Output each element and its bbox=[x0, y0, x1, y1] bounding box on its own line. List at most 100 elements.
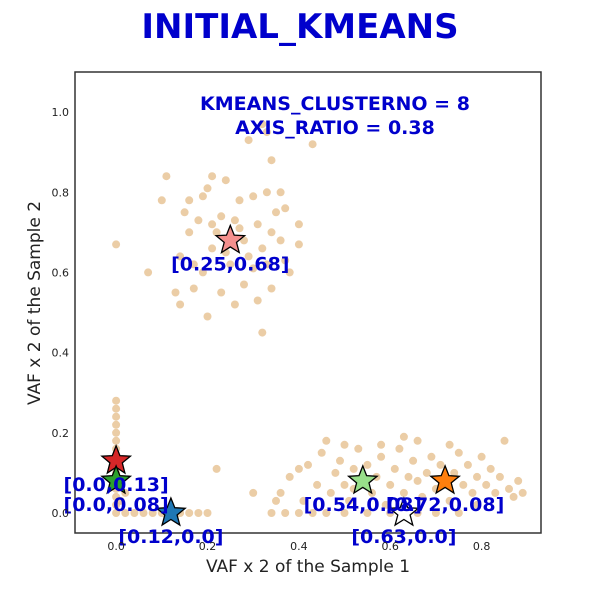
y-tick-label: 0.0 bbox=[52, 507, 70, 520]
data-point bbox=[294, 220, 303, 229]
data-point bbox=[185, 228, 194, 237]
data-point bbox=[377, 440, 386, 449]
data-point bbox=[399, 488, 408, 497]
centroid-star bbox=[155, 496, 187, 527]
y-tick-label: 0.2 bbox=[52, 427, 70, 440]
data-point bbox=[468, 488, 477, 497]
data-point bbox=[317, 448, 326, 457]
data-point bbox=[409, 456, 418, 465]
data-point bbox=[212, 464, 221, 473]
data-point bbox=[377, 452, 386, 461]
centroid-label: [0.54,0.08] bbox=[304, 494, 422, 516]
data-point bbox=[326, 488, 335, 497]
data-point bbox=[514, 476, 523, 485]
data-point bbox=[445, 440, 454, 449]
data-point bbox=[340, 440, 349, 449]
x-tick-label: 0.8 bbox=[473, 540, 491, 553]
data-point bbox=[322, 509, 331, 517]
data-point bbox=[363, 460, 372, 469]
data-point bbox=[299, 496, 308, 505]
data-point bbox=[249, 488, 258, 497]
x-tick-label: 0.6 bbox=[381, 540, 399, 553]
y-tick-label: 0.8 bbox=[52, 186, 70, 199]
data-point bbox=[390, 464, 399, 473]
centroids-layer bbox=[100, 223, 461, 527]
y-tick-label: 0.4 bbox=[52, 347, 70, 360]
annotation-axis-ratio: AXIS_RATIO = 0.38 bbox=[235, 117, 435, 139]
data-point bbox=[505, 484, 513, 493]
data-point bbox=[235, 224, 244, 233]
data-point bbox=[427, 452, 436, 461]
data-point bbox=[404, 472, 413, 481]
plot-frame bbox=[74, 71, 542, 534]
centroid-label: [0.63,0.0] bbox=[351, 526, 456, 548]
data-point bbox=[386, 480, 395, 489]
data-point bbox=[208, 172, 217, 181]
data-point bbox=[422, 468, 431, 477]
data-point bbox=[473, 472, 481, 481]
data-point bbox=[399, 432, 408, 441]
data-point bbox=[431, 509, 440, 517]
data-point bbox=[144, 268, 153, 277]
data-point bbox=[418, 492, 427, 501]
data-point bbox=[171, 288, 180, 297]
centroid-star bbox=[346, 464, 379, 495]
data-point bbox=[340, 480, 349, 489]
data-point bbox=[454, 509, 463, 517]
points-layer bbox=[112, 120, 527, 517]
centroid-label: [0.0,0.08] bbox=[64, 494, 169, 516]
x-axis-label: VAF x 2 of the Sample 1 bbox=[206, 557, 410, 577]
data-point bbox=[112, 396, 121, 405]
data-point bbox=[500, 436, 509, 445]
data-point bbox=[413, 476, 422, 485]
data-point bbox=[208, 220, 217, 229]
data-point bbox=[253, 296, 262, 305]
data-point bbox=[463, 460, 472, 469]
data-point bbox=[413, 436, 422, 445]
data-point bbox=[262, 188, 271, 197]
data-point bbox=[267, 284, 276, 293]
y-tick-label: 1.0 bbox=[52, 106, 70, 119]
data-point bbox=[189, 284, 198, 293]
data-point bbox=[230, 216, 239, 225]
data-point bbox=[331, 468, 340, 477]
data-point bbox=[258, 244, 267, 253]
data-point bbox=[194, 216, 203, 225]
data-point bbox=[354, 444, 363, 453]
chart-title: INITIAL_KMEANS bbox=[141, 7, 458, 47]
data-point bbox=[221, 176, 230, 185]
data-point bbox=[203, 509, 212, 517]
centroid-star bbox=[388, 496, 420, 527]
x-tick-label: 0.2 bbox=[199, 540, 217, 553]
data-point bbox=[189, 260, 198, 269]
data-point bbox=[198, 268, 207, 277]
data-point bbox=[185, 509, 194, 517]
centroid-label: [0.72,0.08] bbox=[386, 494, 504, 516]
data-point bbox=[253, 220, 262, 229]
data-point bbox=[454, 448, 463, 457]
data-point bbox=[176, 300, 185, 309]
data-point bbox=[244, 252, 253, 261]
data-point bbox=[208, 244, 217, 253]
centroid-star bbox=[429, 464, 461, 495]
data-point bbox=[162, 172, 171, 181]
data-point bbox=[217, 288, 226, 297]
data-point bbox=[477, 452, 486, 461]
data-point bbox=[294, 509, 303, 517]
data-point bbox=[217, 212, 226, 221]
centroid-label: [0.0,0.13] bbox=[64, 474, 169, 496]
data-point bbox=[203, 312, 212, 321]
data-point bbox=[112, 412, 121, 421]
annotation-cluster-count: KMEANS_CLUSTERNO = 8 bbox=[200, 93, 470, 115]
data-point bbox=[203, 184, 212, 193]
data-point bbox=[340, 509, 349, 517]
y-axis-label: VAF x 2 of the Sample 2 bbox=[25, 201, 45, 405]
data-point bbox=[436, 460, 445, 469]
data-point bbox=[249, 192, 258, 201]
x-tick-label: 0.4 bbox=[290, 540, 308, 553]
data-point bbox=[121, 509, 130, 517]
centroid-label: [0.25,0.68] bbox=[171, 253, 289, 275]
data-point bbox=[363, 509, 372, 517]
data-point bbox=[482, 480, 491, 489]
data-point bbox=[139, 509, 148, 517]
